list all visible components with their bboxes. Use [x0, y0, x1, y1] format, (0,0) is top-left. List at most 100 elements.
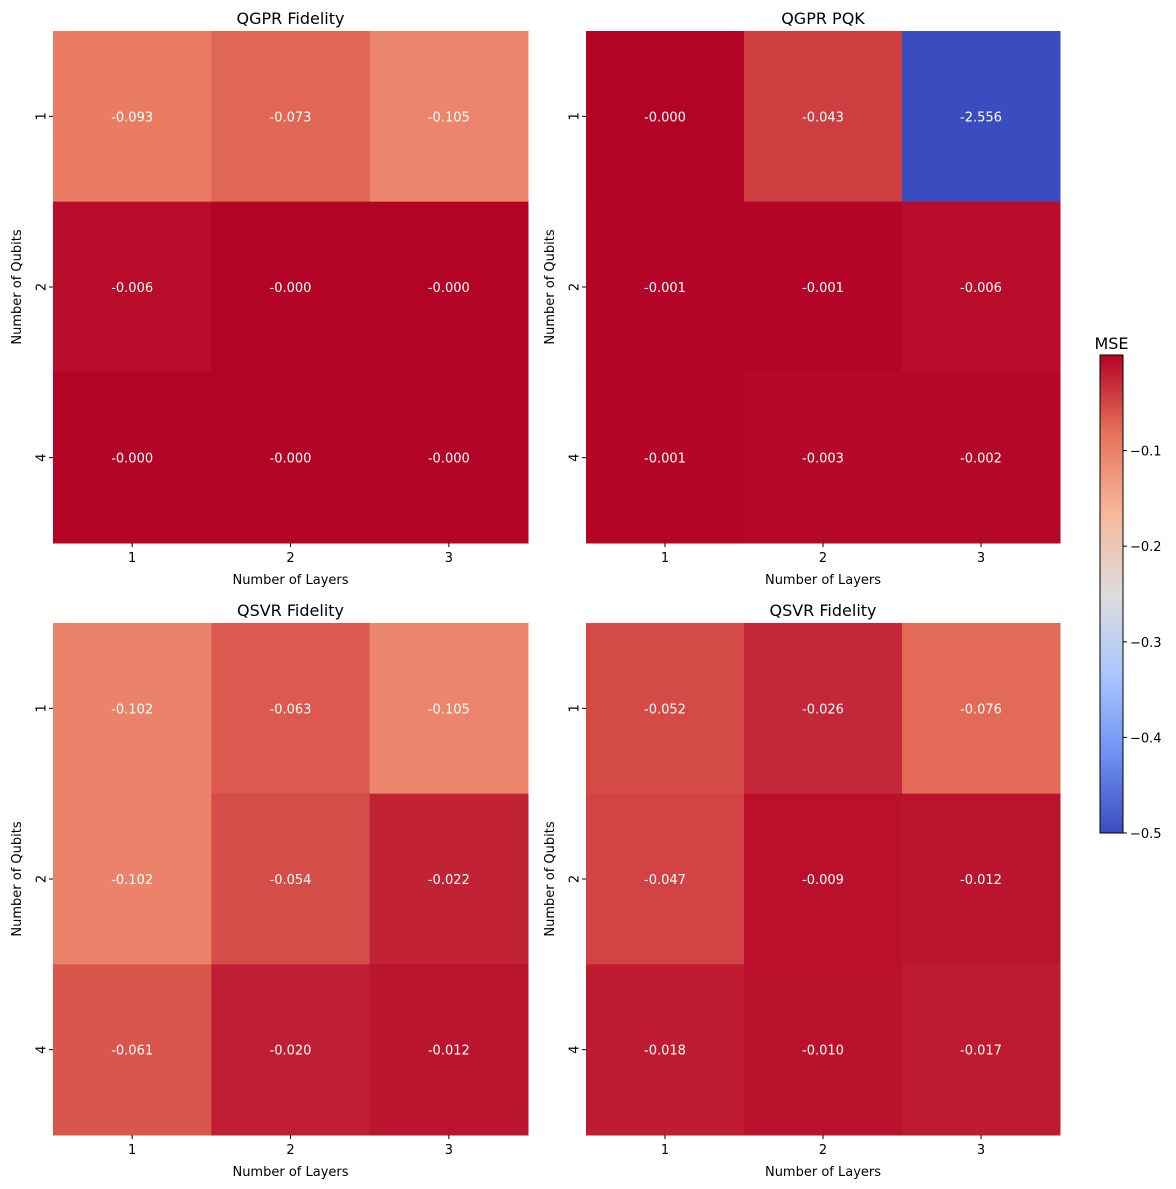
cell-value-label: -0.047	[644, 873, 686, 888]
y-axis-label: Number of Qubits	[543, 821, 558, 936]
heatmap-cell	[211, 31, 371, 203]
heatmap-cell	[902, 31, 1061, 203]
x-tick-label: 3	[445, 1143, 453, 1158]
y-tick-label: 2	[35, 283, 50, 291]
colorbar-gradient	[1099, 354, 1124, 834]
cell-value-label: -0.076	[960, 702, 1002, 717]
x-axis-label: Number of Layers	[765, 573, 881, 588]
x-tick-label: 2	[286, 551, 294, 566]
colorbar-tick-label: −0.2	[1130, 540, 1162, 555]
x-tick-label: 2	[819, 1143, 827, 1158]
heatmap-cell	[586, 201, 745, 373]
chart-title: QSVR Fidelity	[237, 601, 344, 620]
cell-value-label: -0.105	[428, 702, 470, 717]
heatmap-cell	[211, 201, 371, 373]
heatmap-cell	[369, 964, 529, 1136]
x-tick-label: 3	[977, 551, 985, 566]
colorbar-tick-label: −0.3	[1130, 636, 1162, 651]
cell-value-label: -0.020	[270, 1044, 312, 1059]
heatmap-cell	[586, 31, 745, 203]
heatmap-cell	[902, 964, 1061, 1136]
cell-value-label: -0.000	[111, 452, 153, 467]
heatmap-cell	[53, 623, 212, 795]
heatmap-panel: -0.000 -0.043 -2.556 -0.001 -0.001 -0.006 -0.0…	[543, 9, 1061, 588]
y-axis-label: Number of Qubits	[10, 229, 25, 344]
cell-value-label: -0.026	[802, 702, 844, 717]
x-tick-label: 1	[661, 551, 669, 566]
heatmap-cell	[369, 623, 529, 795]
heatmap-cell	[369, 793, 529, 965]
heatmap-panel: -0.093 -0.073 -0.105 -0.006 -0.000 -0.000 -0.0…	[10, 9, 529, 588]
x-axis-label: Number of Layers	[232, 573, 348, 588]
chart-title: QSVR Fidelity	[769, 601, 876, 620]
cell-value-label: -0.001	[644, 281, 686, 296]
heatmap-cell	[902, 372, 1061, 544]
cell-value-label: -0.012	[960, 873, 1002, 888]
cell-value-label: -0.001	[802, 281, 844, 296]
cell-value-label: -0.073	[270, 110, 312, 125]
heatmap-cell	[586, 623, 745, 795]
colorbar-tick-label: −0.4	[1130, 731, 1162, 746]
cell-value-label: -0.061	[111, 1044, 153, 1059]
colorbar-tick-label: −0.1	[1130, 445, 1162, 460]
cell-value-label: -0.000	[270, 281, 312, 296]
y-tick-label: 4	[35, 1046, 50, 1054]
cell-value-label: -0.012	[428, 1044, 470, 1059]
x-tick-label: 3	[445, 551, 453, 566]
heatmap-cell	[586, 793, 745, 965]
cell-value-label: -0.022	[428, 873, 470, 888]
cell-value-label: -0.018	[644, 1044, 686, 1059]
cell-value-label: -0.043	[802, 110, 844, 125]
y-axis-label: Number of Qubits	[543, 229, 558, 344]
cell-value-label: -0.006	[960, 281, 1002, 296]
colorbar: MSE −0.1 −0.2 −0.3 −0.4 −0.5	[1094, 334, 1161, 842]
x-axis-label: Number of Layers	[232, 1165, 348, 1180]
heatmap-cell	[902, 793, 1061, 965]
y-tick-label: 4	[35, 454, 50, 462]
heatmap-cell	[586, 372, 745, 544]
x-tick-label: 3	[977, 1143, 985, 1158]
heatmap-cell	[902, 201, 1061, 373]
y-tick-label: 2	[35, 875, 50, 883]
cell-value-label: -0.010	[802, 1044, 844, 1059]
heatmap-cell	[902, 623, 1061, 795]
cell-value-label: -0.001	[644, 452, 686, 467]
heatmap-cell	[211, 372, 371, 544]
heatmap-panel: -0.102 -0.063 -0.105 -0.102 -0.054 -0.022 -0.0…	[10, 601, 529, 1180]
heatmap-cell	[744, 201, 903, 373]
cell-value-label: -0.054	[270, 873, 312, 888]
heatmap-cell	[211, 964, 371, 1136]
cell-value-label: -0.000	[644, 110, 686, 125]
x-tick-label: 1	[128, 551, 136, 566]
heatmap-cell	[744, 793, 903, 965]
cell-value-label: -0.000	[270, 452, 312, 467]
cell-value-label: -0.000	[428, 452, 470, 467]
cell-value-label: -0.102	[111, 702, 153, 717]
heatmap-panel: -0.052 -0.026 -0.076 -0.047 -0.009 -0.012 -0.0…	[543, 601, 1061, 1180]
colorbar-title: MSE	[1094, 334, 1128, 353]
y-tick-label: 4	[568, 1046, 583, 1054]
cell-value-label: -0.000	[428, 281, 470, 296]
y-tick-label: 4	[568, 454, 583, 462]
chart-title: QGPR PQK	[781, 9, 865, 28]
y-tick-label: 2	[568, 283, 583, 291]
x-tick-label: 2	[286, 1143, 294, 1158]
cell-value-label: -0.063	[270, 702, 312, 717]
heatmap-cell	[53, 372, 212, 544]
heatmap-cell	[53, 793, 212, 965]
heatmap-cell	[369, 201, 529, 373]
cell-value-label: -0.093	[111, 110, 153, 125]
cell-value-label: -0.003	[802, 452, 844, 467]
y-tick-label: 1	[35, 704, 50, 712]
colorbar-tick-label: −0.5	[1130, 827, 1162, 842]
cell-value-label: -0.009	[802, 873, 844, 888]
cell-value-label: -0.002	[960, 452, 1002, 467]
x-tick-label: 1	[661, 1143, 669, 1158]
y-tick-label: 1	[35, 112, 50, 120]
x-axis-label: Number of Layers	[765, 1165, 881, 1180]
x-tick-label: 1	[128, 1143, 136, 1158]
heatmap-cell	[369, 372, 529, 544]
heatmap-cell	[53, 31, 212, 203]
heatmap-cell	[53, 201, 212, 373]
cell-value-label: -0.102	[111, 873, 153, 888]
